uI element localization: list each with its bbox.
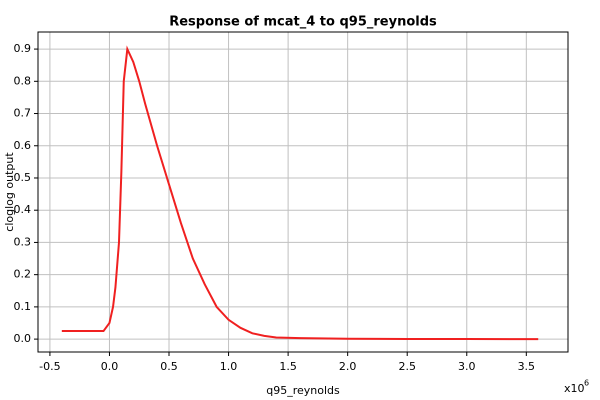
x-tick-label: 3.5 [518,360,536,373]
y-tick-label: 0.1 [14,300,32,313]
x-tick-label: 0.5 [160,360,178,373]
y-tick-label: 0.8 [14,74,32,87]
x-tick-label: 2.5 [398,360,416,373]
x-tick-label: 2.0 [339,360,357,373]
y-tick-label: 0.0 [14,332,32,345]
y-tick-label: 0.5 [14,171,32,184]
y-tick-label: 0.4 [14,203,32,216]
x-axis-label: q95_reynolds [266,384,340,397]
chart-title: Response of mcat_4 to q95_reynolds [169,15,437,30]
y-axis-label: cloglog output [3,152,16,232]
plot-border [37,31,569,353]
y-tick-label: 0.3 [14,235,32,248]
x-tick-label: -0.5 [39,360,60,373]
x-tick-label: 1.0 [220,360,238,373]
x-tick-label: 3.0 [458,360,476,373]
x-multiplier: x10 [564,382,585,395]
y-tick-label: 0.2 [14,268,32,281]
y-tick-label: 0.9 [14,42,32,55]
y-tick-label: 0.6 [14,139,32,152]
y-tick-label: 0.7 [14,107,32,120]
response-line [61,45,539,341]
x-multiplier-exponent: 6 [584,379,589,388]
x-tick-label: 0.0 [101,360,119,373]
x-tick-label: 1.5 [279,360,297,373]
